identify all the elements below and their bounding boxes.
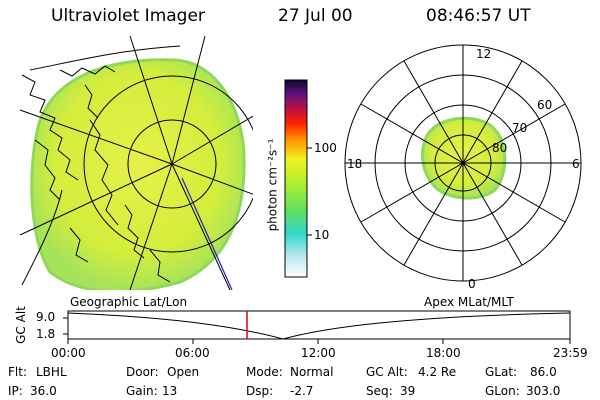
- colorbar-tick-100: 100: [314, 141, 337, 155]
- gain-key: Gain:: [126, 384, 158, 398]
- colorbar-unit-label: photon cm⁻²s⁻¹: [265, 138, 280, 232]
- mlt-label-6: 6: [572, 157, 580, 171]
- date-label: 27 Jul 00: [278, 6, 353, 26]
- seq-value: 39: [400, 384, 416, 398]
- flt-value: LBHL: [36, 365, 67, 379]
- gc-alt-value: 4.2 Re: [418, 365, 457, 379]
- instrument-title: Ultraviolet Imager: [51, 6, 205, 26]
- lat-label-60: 60: [537, 98, 553, 112]
- altitude-ylabel: GC Alt: [13, 306, 28, 344]
- gc-alt-key: GC Alt:: [366, 365, 408, 379]
- time-label: 08:46:57 UT: [426, 6, 531, 26]
- door-key: Door:: [126, 365, 159, 379]
- door-value: Open: [167, 365, 200, 379]
- ip-key: IP:: [8, 384, 23, 398]
- glon-value: 303.0: [526, 384, 561, 398]
- glat-key: GLat:: [485, 365, 518, 379]
- polar-label: Apex MLat/MLT: [424, 295, 514, 309]
- altitude-strip: [63, 310, 571, 344]
- colorbar-tick-10: 10: [314, 228, 330, 242]
- glat-value: 86.0: [530, 365, 557, 379]
- colorbar: [284, 79, 312, 278]
- altitude-ytick-1-8: 1.8: [36, 327, 56, 341]
- mlt-label-12: 12: [476, 47, 492, 61]
- dsp-key: Dsp:: [246, 384, 274, 398]
- map-label: Geographic Lat/Lon: [70, 295, 188, 309]
- time-tick-2359: 23:59: [553, 346, 588, 360]
- time-tick-0600: 06:00: [175, 346, 210, 360]
- ip-value: 36.0: [30, 384, 57, 398]
- flt-key: Flt:: [8, 365, 27, 379]
- time-tick-1800: 18:00: [426, 346, 461, 360]
- mlt-label-0: 0: [468, 277, 476, 291]
- polar-plot: [344, 44, 582, 282]
- seq-key: Seq:: [366, 384, 393, 398]
- time-tick-0000: 00:00: [51, 346, 86, 360]
- glon-key: GLon:: [485, 384, 520, 398]
- mode-value: Normal: [290, 365, 334, 379]
- gain-value: 13: [162, 384, 178, 398]
- dsp-value: -2.7: [290, 384, 314, 398]
- mode-key: Mode:: [246, 365, 283, 379]
- mlt-label-18: 18: [347, 157, 363, 171]
- lat-label-70: 70: [512, 121, 528, 135]
- geographic-map: [19, 35, 253, 290]
- time-tick-1200: 12:00: [301, 346, 336, 360]
- altitude-ytick-9: 9.0: [36, 310, 56, 324]
- lat-label-80: 80: [492, 141, 508, 155]
